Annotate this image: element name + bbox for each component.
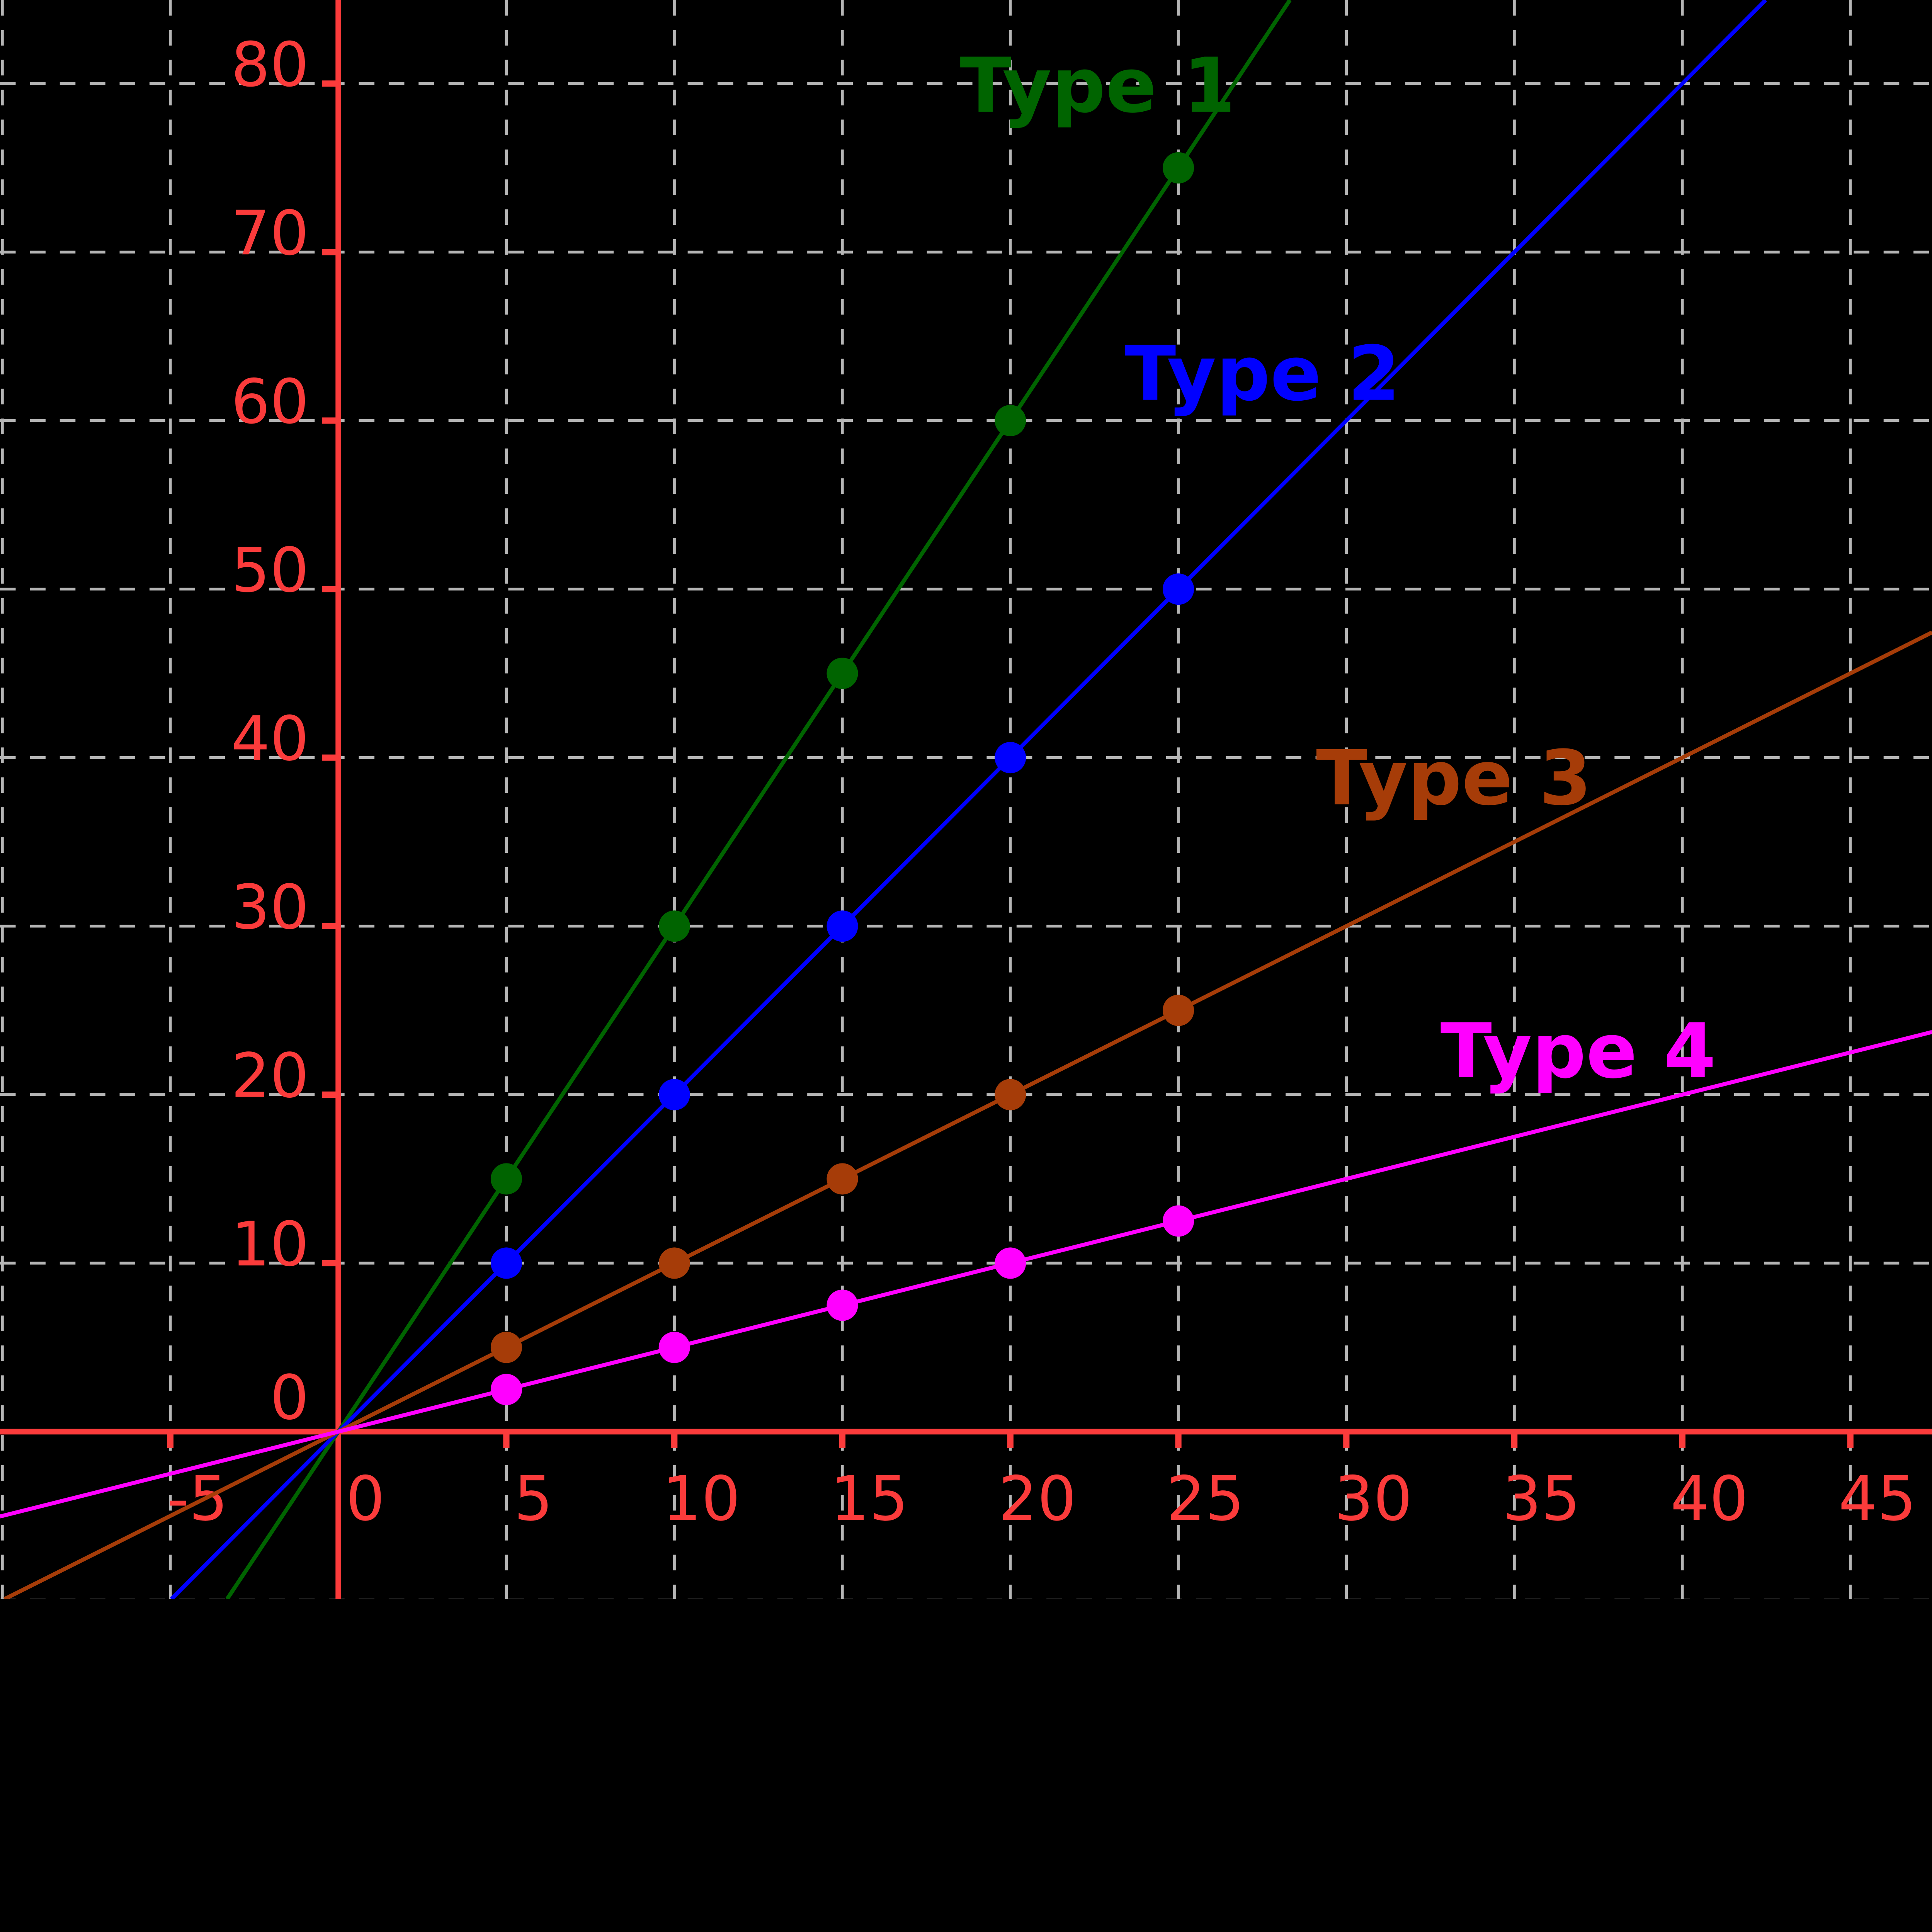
series-label-type-3: Type 3 xyxy=(1316,735,1592,822)
data-point-type-1-x5 xyxy=(490,1163,522,1195)
x-axis-tick-label-30: 30 xyxy=(1335,1464,1413,1535)
data-point-type-2-x15 xyxy=(827,910,858,942)
series-label-type-4: Type 4 xyxy=(1440,1008,1716,1095)
data-point-type-1-x15 xyxy=(827,658,858,689)
data-point-type-3-x20 xyxy=(995,1079,1026,1111)
data-point-type-2-x10 xyxy=(658,1079,690,1111)
data-point-type-1-x20 xyxy=(995,405,1026,437)
data-point-type-4-x15 xyxy=(827,1289,858,1321)
series-line-3 xyxy=(3,631,1932,1599)
data-point-type-1-x25 xyxy=(1163,152,1194,184)
data-point-type-4-x5 xyxy=(490,1374,522,1405)
x-axis-tick-label-0: 0 xyxy=(346,1464,385,1535)
x-axis-tick-label-25: 25 xyxy=(1167,1464,1245,1535)
plot-canvas: -5 0 5 10 15 20 25 30 35 40 45 0 10 20 30 40 50 60 70 80 Typ… xyxy=(0,0,1932,1599)
data-point-type-4-x20 xyxy=(995,1247,1026,1279)
data-point-type-3-x5 xyxy=(490,1332,522,1363)
y-axis-tick-label-30: 30 xyxy=(231,872,309,943)
x-axis-tick-label-10: 10 xyxy=(662,1464,740,1535)
data-point-type-2-x25 xyxy=(1163,573,1194,605)
series-line-1 xyxy=(225,0,1292,1599)
data-point-type-3-x15 xyxy=(827,1163,858,1195)
y-axis-tick-label-80: 80 xyxy=(231,29,309,100)
x-axis-tick-label-15: 15 xyxy=(830,1464,908,1535)
x-axis-tick-label-35: 35 xyxy=(1502,1464,1580,1535)
data-point-type-3-x25 xyxy=(1163,995,1194,1026)
y-axis-tick-label-70: 70 xyxy=(231,198,309,269)
series-line-2 xyxy=(170,0,1767,1599)
y-axis-tick-label-0: 0 xyxy=(270,1362,309,1434)
data-point-type-4-x10 xyxy=(658,1332,690,1363)
x-axis-tick-label-5: 5 xyxy=(514,1464,553,1535)
data-point-type-4-x25 xyxy=(1163,1205,1194,1237)
data-point-type-1-x10 xyxy=(658,910,690,942)
x-axis-tick-label--5: -5 xyxy=(167,1464,228,1535)
y-axis-tick-label-20: 20 xyxy=(231,1041,309,1112)
data-point-type-3-x10 xyxy=(658,1247,690,1279)
y-axis-tick-label-40: 40 xyxy=(231,704,309,775)
chart-figure: -5 0 5 10 15 20 25 30 35 40 45 0 10 20 30 40 50 60 70 80 Typ… xyxy=(0,0,1932,1599)
series-label-type-2: Type 2 xyxy=(1124,330,1400,418)
series-line-4 xyxy=(0,1030,1932,1519)
x-axis-tick-label-40: 40 xyxy=(1670,1464,1748,1535)
y-axis-tick-label-10: 10 xyxy=(231,1209,309,1280)
y-axis-tick-label-60: 60 xyxy=(231,366,309,437)
data-point-type-2-x5 xyxy=(490,1247,522,1279)
data-point-type-2-x20 xyxy=(995,742,1026,774)
y-axis-tick-label-50: 50 xyxy=(231,535,309,606)
series-label-type-1: Type 1 xyxy=(960,42,1235,130)
x-axis-tick-label-45: 45 xyxy=(1838,1464,1917,1535)
x-axis-tick-label-20: 20 xyxy=(998,1464,1077,1535)
